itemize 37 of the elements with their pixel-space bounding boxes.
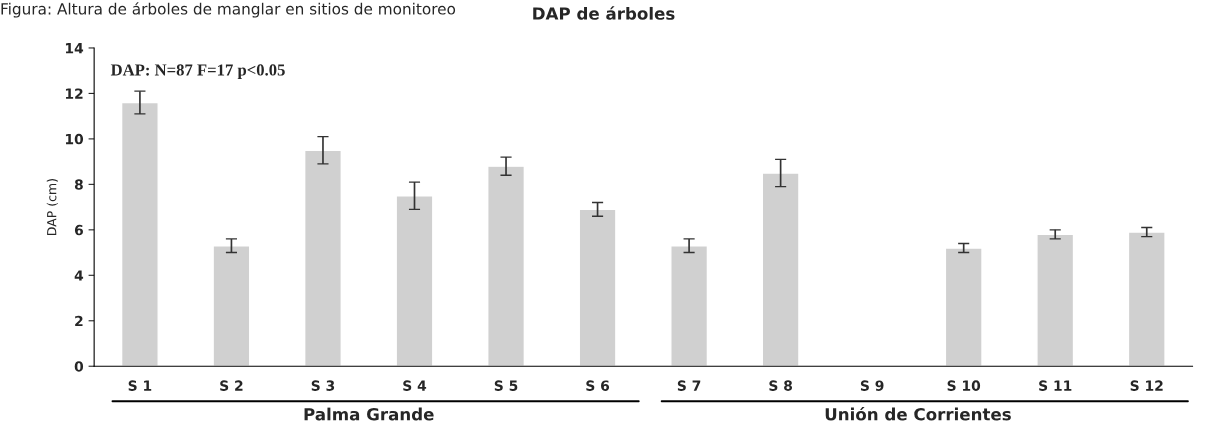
bar — [212, 245, 251, 367]
y-tick-label: 0 — [74, 361, 84, 372]
y-tick-label: 10 — [65, 133, 84, 145]
bar — [1036, 233, 1075, 367]
text: Palma Grande — [304, 407, 434, 421]
x-tick-label: S 7 — [677, 380, 701, 391]
x-tick-label: S 12 — [1130, 380, 1163, 391]
bar — [670, 245, 709, 367]
bar — [578, 208, 617, 367]
bar — [120, 101, 159, 367]
bar — [303, 149, 342, 367]
bar — [395, 195, 434, 367]
x-tick-label: S 3 — [311, 380, 335, 391]
y-tick-label: 4 — [74, 270, 84, 281]
y-tick-label: 12 — [65, 88, 83, 99]
x-tick-label: S 11 — [1039, 380, 1072, 391]
bar — [1127, 231, 1166, 367]
x-tick-label: S 2 — [220, 380, 243, 391]
annotation: DAP: N=87 F=17 p<0.05 — [110, 64, 285, 79]
y-tick-label: 8 — [74, 179, 83, 190]
x-tick-label: S 8 — [769, 380, 793, 391]
y-tick-label: 6 — [74, 224, 83, 236]
bar — [944, 247, 983, 367]
x-tick-label: S 6 — [586, 380, 610, 391]
x-tick-label: S 4 — [403, 380, 427, 391]
bar — [761, 172, 800, 367]
text: Figura: Altura de árboles de manglar en sitios de monitoreo — [1, 2, 456, 18]
x-tick-label: S 1 — [128, 380, 152, 391]
x-tick-label: S 9 — [860, 380, 884, 391]
x-tick-label: S 5 — [494, 380, 518, 391]
bar — [487, 165, 526, 367]
text: Unión de Corrientes — [825, 406, 1011, 421]
y-tick-label: 2 — [75, 315, 83, 327]
y-tick-label: 14 — [65, 43, 84, 54]
y-axis-title: DAP (cm) — [46, 179, 58, 236]
x-tick-label: S 10 — [947, 380, 981, 391]
chart-title: DAP de árboles — [533, 6, 675, 20]
